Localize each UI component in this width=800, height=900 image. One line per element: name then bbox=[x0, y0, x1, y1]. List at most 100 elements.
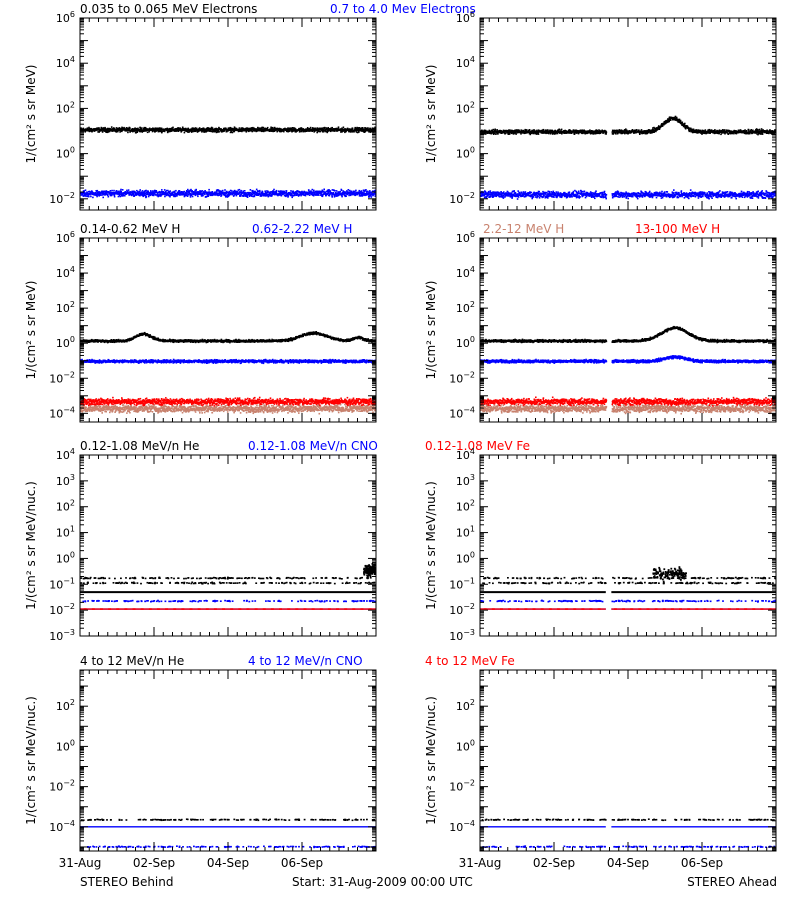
data-point bbox=[141, 190, 144, 192]
data-point bbox=[500, 130, 502, 132]
data-point bbox=[113, 193, 115, 195]
data-point bbox=[133, 191, 136, 194]
data-point bbox=[345, 128, 347, 130]
data-point bbox=[283, 190, 285, 193]
data-point bbox=[563, 194, 566, 196]
data-point bbox=[528, 131, 530, 133]
data-point bbox=[514, 195, 516, 197]
data-point bbox=[354, 190, 356, 193]
data-point bbox=[340, 194, 343, 197]
data-point bbox=[102, 128, 104, 131]
data-point bbox=[154, 131, 156, 133]
data-point bbox=[346, 193, 348, 196]
data-point bbox=[324, 191, 327, 194]
data-point bbox=[243, 190, 246, 192]
data-point bbox=[327, 192, 330, 195]
data-point bbox=[185, 191, 187, 194]
data-point bbox=[246, 129, 249, 132]
data-point bbox=[255, 128, 257, 130]
data-point bbox=[523, 192, 525, 194]
data-point bbox=[87, 194, 89, 196]
data-point bbox=[481, 129, 483, 132]
y-axis-label: 1/(cm² s sr MeV) bbox=[24, 65, 38, 164]
data-point bbox=[175, 128, 177, 130]
data-point bbox=[490, 131, 492, 134]
data-point bbox=[245, 192, 248, 194]
data-point bbox=[515, 129, 518, 131]
data-point bbox=[552, 132, 555, 134]
data-point bbox=[201, 195, 203, 197]
data-point bbox=[339, 190, 341, 193]
data-point bbox=[358, 195, 361, 197]
data-point bbox=[651, 130, 654, 132]
data-point bbox=[153, 129, 156, 132]
data-point bbox=[519, 192, 521, 195]
data-point bbox=[744, 129, 746, 131]
data-point bbox=[504, 132, 507, 135]
data-point bbox=[365, 189, 367, 191]
data-point bbox=[229, 129, 231, 131]
data-point bbox=[691, 131, 694, 134]
data-point bbox=[270, 127, 273, 129]
data-point bbox=[174, 195, 177, 198]
data-point bbox=[172, 126, 174, 129]
data-point bbox=[677, 120, 680, 122]
data-point bbox=[151, 194, 154, 197]
data-point bbox=[231, 131, 234, 134]
data-point bbox=[681, 121, 684, 124]
data-point bbox=[322, 129, 325, 131]
data-point bbox=[340, 193, 342, 196]
data-point bbox=[91, 192, 93, 194]
data-point bbox=[487, 190, 490, 193]
data-point bbox=[536, 129, 538, 132]
data-point bbox=[509, 129, 511, 131]
data-point bbox=[510, 195, 512, 197]
data-point bbox=[750, 130, 752, 132]
data-point bbox=[633, 131, 635, 133]
data-point bbox=[85, 195, 87, 198]
data-point bbox=[330, 127, 332, 129]
data-point bbox=[129, 193, 131, 195]
data-point bbox=[249, 189, 252, 191]
data-point bbox=[117, 195, 120, 198]
data-point bbox=[554, 194, 557, 196]
data-point bbox=[256, 130, 258, 132]
data-point bbox=[631, 129, 634, 131]
data-point bbox=[84, 131, 86, 133]
data-point bbox=[179, 194, 182, 196]
data-point bbox=[717, 130, 720, 133]
data-point bbox=[558, 192, 560, 195]
data-point bbox=[500, 194, 503, 196]
data-point bbox=[275, 191, 277, 193]
data-point bbox=[528, 192, 530, 195]
data-point bbox=[707, 132, 710, 134]
data-point bbox=[157, 130, 160, 133]
data-point bbox=[589, 191, 592, 193]
data-point bbox=[165, 192, 167, 195]
data-point bbox=[354, 126, 356, 129]
data-point bbox=[595, 131, 597, 133]
data-point bbox=[768, 131, 770, 134]
data-point bbox=[595, 190, 597, 192]
data-point bbox=[496, 129, 498, 131]
data-point bbox=[280, 128, 282, 130]
data-point bbox=[370, 191, 373, 193]
data-point bbox=[172, 191, 175, 193]
data-point bbox=[281, 130, 284, 132]
data-point bbox=[575, 195, 578, 198]
data-point bbox=[772, 131, 774, 134]
data-point bbox=[541, 131, 544, 133]
data-point bbox=[146, 129, 149, 131]
data-point bbox=[565, 192, 568, 195]
data-point bbox=[104, 130, 107, 132]
data-point bbox=[134, 190, 136, 193]
data-point bbox=[661, 125, 664, 127]
data-point bbox=[305, 130, 308, 132]
data-point bbox=[331, 194, 333, 197]
data-point bbox=[356, 126, 358, 129]
data-point bbox=[370, 196, 373, 198]
data-point bbox=[126, 189, 128, 192]
data-point bbox=[701, 131, 703, 134]
data-point bbox=[321, 129, 323, 132]
data-point bbox=[495, 195, 498, 198]
